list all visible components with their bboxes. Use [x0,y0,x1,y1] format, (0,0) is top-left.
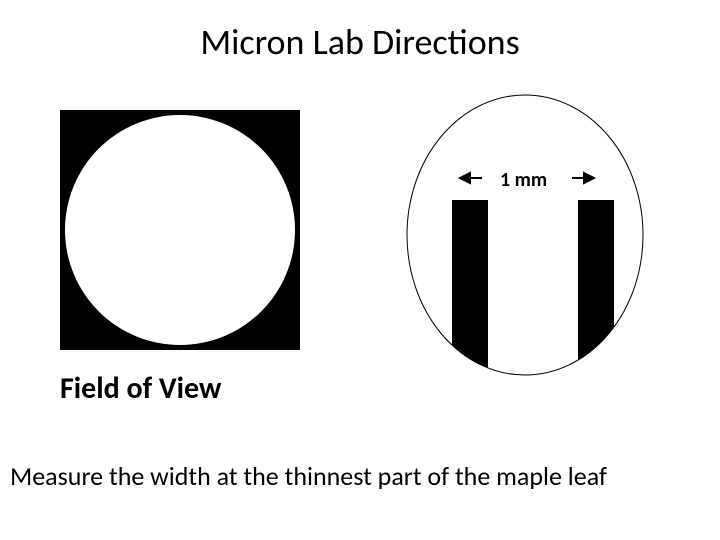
instruction-text: Measure the width at the thinnest part o… [10,460,710,492]
field-of-view-circle [65,115,295,345]
field-of-view-label: Field of View [60,370,221,407]
measurement-label: 1 mm [500,168,547,192]
field-of-view-figure [60,110,300,350]
ruler-bar-left [452,200,488,380]
ruler-svg [400,90,650,380]
ruler-bar-right [578,200,614,380]
page-title: Micron Lab Directions [0,20,720,64]
ruler-figure [400,90,650,380]
